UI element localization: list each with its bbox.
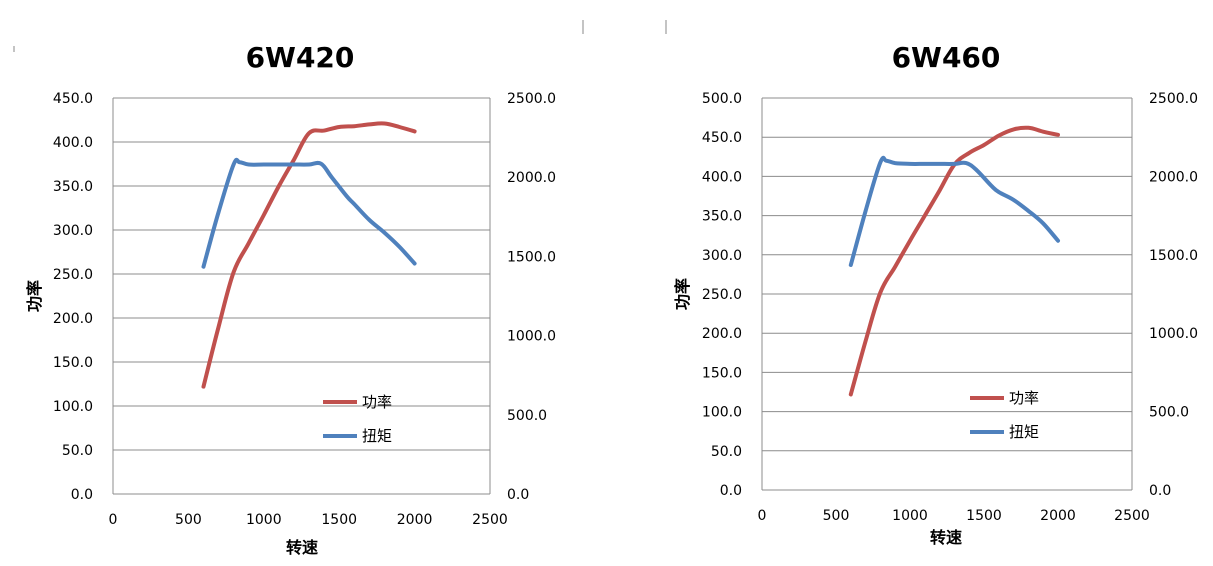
gridlines [761, 97, 1133, 491]
x-tick-label: 0 [758, 508, 767, 524]
legend: 功率 扭矩 [323, 393, 392, 445]
y2-tick-label: 0.0 [507, 487, 529, 503]
y-tick-label: 350.0 [702, 209, 742, 225]
torque-line [201, 157, 417, 269]
legend-label-power: 功率 [1009, 389, 1039, 407]
y-tick-label: 100.0 [53, 399, 93, 415]
x-axis-title: 转速 [286, 538, 318, 557]
y2-tick-label: 1000.0 [1149, 326, 1198, 342]
y-tick-label: 350.0 [53, 179, 93, 195]
chart-6w420: 6W420 转速 功率 0.0 50.0 100.0 150.0 200.0 250.0 3… [25, 41, 556, 557]
chart-title: 6W460 [892, 41, 1001, 74]
y-tick-label: 0.0 [71, 487, 93, 503]
power-line [848, 125, 1060, 397]
x-axis-title: 转速 [930, 528, 962, 547]
y-tick-label: 450.0 [702, 130, 742, 146]
x-tick-label: 2000 [397, 512, 433, 528]
y2-tick-label: 1000.0 [507, 329, 556, 345]
chart-6w460: 6W460 转速 功率 0.0 50.0 100.0 150.0 200.0 250.0 3… [673, 41, 1198, 547]
legend-label-torque: 扭矩 [1009, 423, 1039, 441]
y-tick-label: 100.0 [702, 405, 742, 421]
y-axis-title: 功率 [673, 278, 692, 310]
legend-label-torque: 扭矩 [362, 427, 392, 445]
x-tick-label: 1000 [246, 512, 282, 528]
y2-tick-label: 0.0 [1149, 483, 1171, 499]
y-tick-label: 50.0 [711, 444, 742, 460]
y-tick-label: 50.0 [62, 443, 93, 459]
x-tick-label: 500 [823, 508, 850, 524]
y-tick-label: 250.0 [53, 267, 93, 283]
y-tick-label: 150.0 [702, 365, 742, 381]
x-tick-labels: 0 500 1000 1500 2000 2500 [109, 512, 508, 528]
y-tick-label: 300.0 [702, 248, 742, 264]
y-tick-label: 300.0 [53, 223, 93, 239]
power-line [201, 121, 417, 389]
series-lines [201, 121, 417, 389]
y2-tick-label: 500.0 [1149, 405, 1189, 421]
y-tick-label: 250.0 [702, 287, 742, 303]
legend-label-power: 功率 [362, 393, 392, 411]
y-tick-label: 450.0 [53, 91, 93, 107]
y2-tick-label: 2500.0 [1149, 91, 1198, 107]
x-tick-label: 1500 [966, 508, 1002, 524]
y-tick-label: 400.0 [702, 169, 742, 185]
y-tick-label: 200.0 [702, 326, 742, 342]
y2-tick-labels: 0.0 500.0 1000.0 1500.0 2000.0 2500.0 [1149, 91, 1198, 499]
legend: 功率 扭矩 [970, 389, 1039, 441]
gridlines [112, 97, 491, 495]
y2-tick-labels: 0.0 500.0 1000.0 1500.0 2000.0 2500.0 [507, 91, 556, 503]
x-tick-labels: 0 500 1000 1500 2000 2500 [758, 508, 1150, 524]
y-tick-labels: 0.0 50.0 100.0 150.0 200.0 250.0 300.0 350.0 400… [53, 91, 93, 503]
y-tick-label: 500.0 [702, 91, 742, 107]
y-tick-label: 150.0 [53, 355, 93, 371]
x-tick-label: 2500 [472, 512, 508, 528]
y2-tick-label: 500.0 [507, 408, 547, 424]
x-tick-label: 0 [109, 512, 118, 528]
y2-tick-label: 2000.0 [1149, 169, 1198, 185]
chart-title: 6W420 [246, 41, 355, 74]
x-tick-label: 1000 [892, 508, 928, 524]
x-tick-label: 1500 [321, 512, 357, 528]
y-tick-labels: 0.0 50.0 100.0 150.0 200.0 250.0 300.0 350.0 400… [702, 91, 742, 499]
y2-tick-label: 1500.0 [1149, 248, 1198, 264]
y-axis-title: 功率 [25, 280, 44, 312]
series-lines [848, 125, 1060, 397]
y-tick-label: 400.0 [53, 135, 93, 151]
y2-tick-label: 1500.0 [507, 249, 556, 265]
x-tick-label: 2500 [1114, 508, 1150, 524]
y-tick-label: 200.0 [53, 311, 93, 327]
torque-line [848, 155, 1060, 267]
y-tick-label: 0.0 [720, 483, 742, 499]
x-tick-label: 2000 [1040, 508, 1076, 524]
y2-tick-label: 2500.0 [507, 91, 556, 107]
x-tick-label: 500 [175, 512, 202, 528]
y2-tick-label: 2000.0 [507, 170, 556, 186]
